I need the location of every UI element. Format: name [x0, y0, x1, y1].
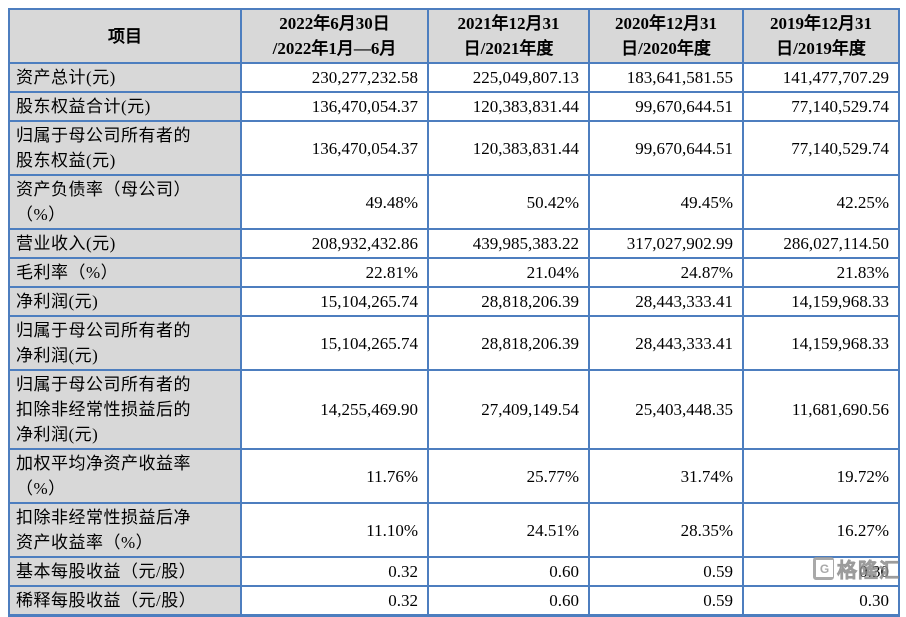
- cell-value: 42.25%: [742, 174, 900, 230]
- cell-value: 0.59: [588, 556, 744, 587]
- table-row: 加权平均净资产收益率 （%） 11.76% 25.77% 31.74% 19.7…: [8, 448, 900, 504]
- table-row: 资产负债率（母公司） （%） 49.48% 50.42% 49.45% 42.2…: [8, 174, 900, 230]
- cell-value: 0.32: [240, 556, 429, 587]
- cell-value: 28.35%: [588, 502, 744, 558]
- cell-value: 49.45%: [588, 174, 744, 230]
- cell-value: 15,104,265.74: [240, 315, 429, 371]
- header-row: 项目 2022年6月30日 /2022年1月—6月 2021年12月31 日/2…: [8, 8, 900, 64]
- row-label: 加权平均净资产收益率 （%）: [8, 448, 242, 504]
- table-body: 资产总计(元) 230,277,232.58 225,049,807.13 18…: [8, 62, 900, 617]
- cell-value: 286,027,114.50: [742, 228, 900, 259]
- cell-value: 11.76%: [240, 448, 429, 504]
- cell-value: 19.72%: [742, 448, 900, 504]
- cell-value: 0.30: [742, 556, 900, 587]
- cell-value: 0.30: [742, 585, 900, 617]
- cell-value: 120,383,831.44: [427, 91, 590, 122]
- table-row: 稀释每股收益（元/股） 0.32 0.60 0.59 0.30: [8, 585, 900, 617]
- table-row: 基本每股收益（元/股） 0.32 0.60 0.59 0.30: [8, 556, 900, 587]
- cell-value: 0.59: [588, 585, 744, 617]
- header-period-2021: 2021年12月31 日/2021年度: [427, 8, 590, 64]
- row-label: 股东权益合计(元): [8, 91, 242, 122]
- row-label: 归属于母公司所有者的 净利润(元): [8, 315, 242, 371]
- cell-value: 21.83%: [742, 257, 900, 288]
- cell-value: 0.60: [427, 585, 590, 617]
- row-label: 资产总计(元): [8, 62, 242, 93]
- table-row: 归属于母公司所有者的 扣除非经常性损益后的 净利润(元) 14,255,469.…: [8, 369, 900, 450]
- row-label: 扣除非经常性损益后净 资产收益率（%）: [8, 502, 242, 558]
- cell-value: 31.74%: [588, 448, 744, 504]
- cell-value: 25.77%: [427, 448, 590, 504]
- table-row: 毛利率（%） 22.81% 21.04% 24.87% 21.83%: [8, 257, 900, 288]
- cell-value: 14,159,968.33: [742, 286, 900, 317]
- row-label: 毛利率（%）: [8, 257, 242, 288]
- cell-value: 14,159,968.33: [742, 315, 900, 371]
- row-label: 营业收入(元): [8, 228, 242, 259]
- table-row: 股东权益合计(元) 136,470,054.37 120,383,831.44 …: [8, 91, 900, 122]
- cell-value: 136,470,054.37: [240, 91, 429, 122]
- cell-value: 99,670,644.51: [588, 91, 744, 122]
- cell-value: 0.60: [427, 556, 590, 587]
- cell-value: 21.04%: [427, 257, 590, 288]
- cell-value: 14,255,469.90: [240, 369, 429, 450]
- cell-value: 22.81%: [240, 257, 429, 288]
- table-row: 扣除非经常性损益后净 资产收益率（%） 11.10% 24.51% 28.35%…: [8, 502, 900, 558]
- table-row: 归属于母公司所有者的 净利润(元) 15,104,265.74 28,818,2…: [8, 315, 900, 371]
- table-row: 营业收入(元) 208,932,432.86 439,985,383.22 31…: [8, 228, 900, 259]
- header-period-2020: 2020年12月31 日/2020年度: [588, 8, 744, 64]
- cell-value: 27,409,149.54: [427, 369, 590, 450]
- header-period-2019: 2019年12月31 日/2019年度: [742, 8, 900, 64]
- cell-value: 25,403,448.35: [588, 369, 744, 450]
- cell-value: 136,470,054.37: [240, 120, 429, 176]
- cell-value: 50.42%: [427, 174, 590, 230]
- row-label: 资产负债率（母公司） （%）: [8, 174, 242, 230]
- row-label: 归属于母公司所有者的 扣除非经常性损益后的 净利润(元): [8, 369, 242, 450]
- cell-value: 16.27%: [742, 502, 900, 558]
- cell-value: 11.10%: [240, 502, 429, 558]
- cell-value: 141,477,707.29: [742, 62, 900, 93]
- cell-value: 24.51%: [427, 502, 590, 558]
- cell-value: 49.48%: [240, 174, 429, 230]
- cell-value: 225,049,807.13: [427, 62, 590, 93]
- cell-value: 24.87%: [588, 257, 744, 288]
- table-row: 资产总计(元) 230,277,232.58 225,049,807.13 18…: [8, 62, 900, 93]
- cell-value: 0.32: [240, 585, 429, 617]
- cell-value: 28,818,206.39: [427, 286, 590, 317]
- cell-value: 28,443,333.41: [588, 286, 744, 317]
- cell-value: 208,932,432.86: [240, 228, 429, 259]
- cell-value: 439,985,383.22: [427, 228, 590, 259]
- header-item-column: 项目: [8, 8, 242, 64]
- cell-value: 183,641,581.55: [588, 62, 744, 93]
- cell-value: 77,140,529.74: [742, 91, 900, 122]
- row-label: 净利润(元): [8, 286, 242, 317]
- cell-value: 28,443,333.41: [588, 315, 744, 371]
- cell-value: 15,104,265.74: [240, 286, 429, 317]
- financial-summary-table: 项目 2022年6月30日 /2022年1月—6月 2021年12月31 日/2…: [8, 8, 900, 617]
- cell-value: 77,140,529.74: [742, 120, 900, 176]
- header-period-2022h1: 2022年6月30日 /2022年1月—6月: [240, 8, 429, 64]
- row-label: 基本每股收益（元/股）: [8, 556, 242, 587]
- row-label: 稀释每股收益（元/股）: [8, 585, 242, 617]
- table-row: 净利润(元) 15,104,265.74 28,818,206.39 28,44…: [8, 286, 900, 317]
- cell-value: 99,670,644.51: [588, 120, 744, 176]
- cell-value: 28,818,206.39: [427, 315, 590, 371]
- cell-value: 317,027,902.99: [588, 228, 744, 259]
- cell-value: 120,383,831.44: [427, 120, 590, 176]
- row-label: 归属于母公司所有者的 股东权益(元): [8, 120, 242, 176]
- cell-value: 230,277,232.58: [240, 62, 429, 93]
- cell-value: 11,681,690.56: [742, 369, 900, 450]
- table-row: 归属于母公司所有者的 股东权益(元) 136,470,054.37 120,38…: [8, 120, 900, 176]
